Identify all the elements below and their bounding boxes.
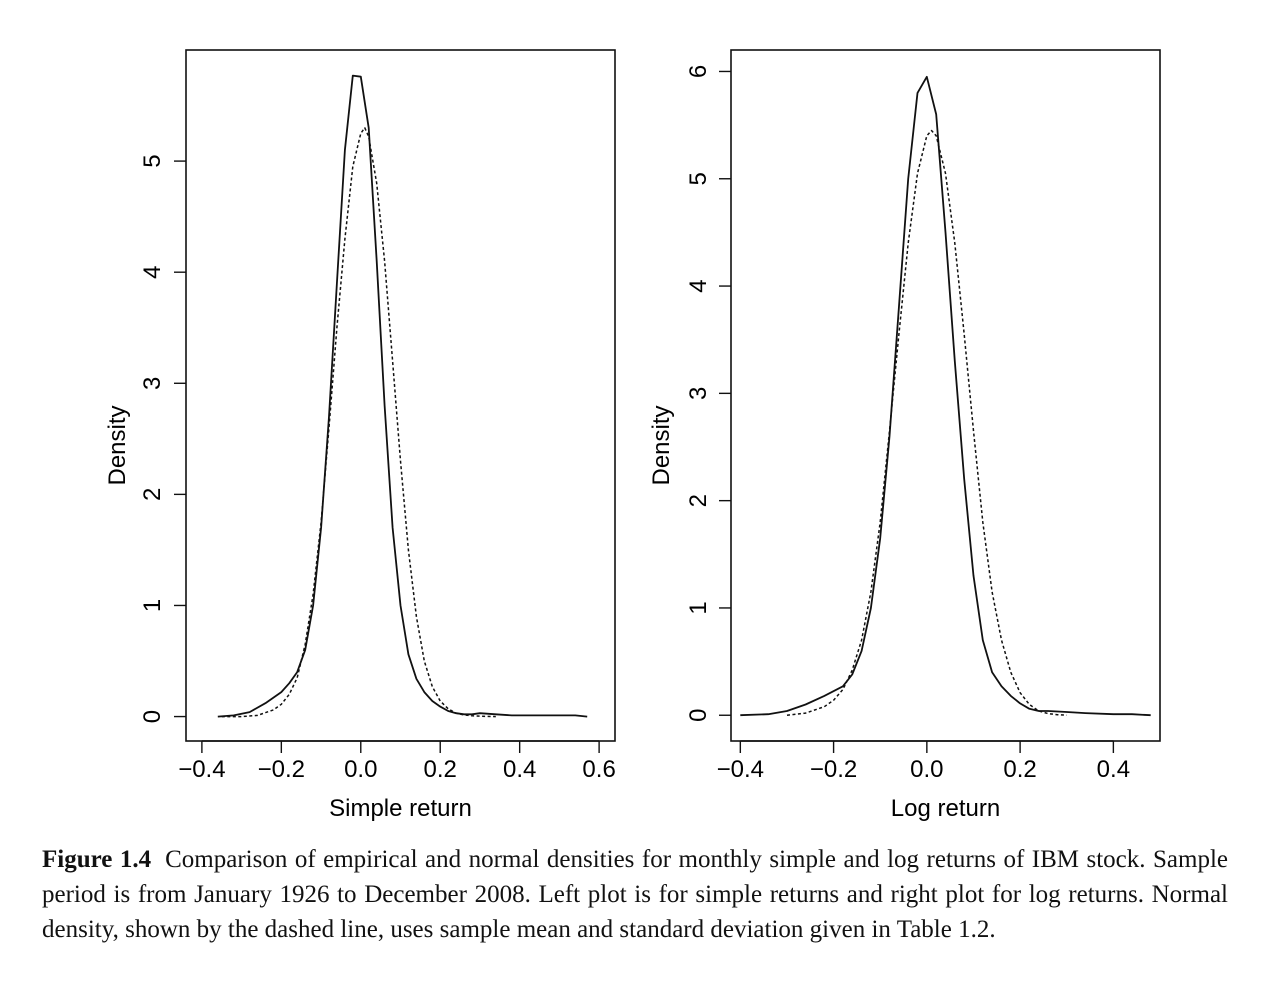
- left-x-axis-title: Simple return: [329, 795, 472, 822]
- right-x-tick-label: 0.2: [1003, 756, 1036, 783]
- right-y-tick-label: 5: [685, 172, 712, 185]
- left-x-tick-label: 0.2: [424, 756, 457, 783]
- left-plot-frame: [185, 49, 616, 742]
- left-y-tick-label: 5: [139, 154, 166, 167]
- left-x-tick-label: −0.2: [258, 756, 305, 783]
- left-y-tick-label: 4: [139, 266, 166, 279]
- right-y-tick-label: 6: [685, 65, 712, 78]
- right-y-tick-label: 0: [685, 709, 712, 722]
- right-panel: −0.4 −0.2 0.0 0.2 0.4 0 1 2 3 4 5 6 Log return Densit…: [648, 49, 1161, 822]
- left-normal-density-line: [221, 127, 496, 718]
- right-x-axis-title: Log return: [891, 795, 1000, 822]
- right-normal-density-line: [786, 129, 1067, 716]
- figure-svg: −0.4 −0.2 0.0 0.2 0.4 0.6 0 1 2 3 4 5 Simple return D…: [104, 49, 1161, 822]
- right-x-tick-label: 0.0: [910, 756, 943, 783]
- right-x-tick-label: −0.4: [717, 756, 764, 783]
- right-x-tick-label: −0.2: [810, 756, 857, 783]
- figure: −0.4 −0.2 0.0 0.2 0.4 0.6 0 1 2 3 4 5 Simple return D…: [104, 49, 1161, 822]
- left-y-axis-title: Density: [104, 405, 131, 485]
- figure-caption: Figure 1.4 Comparison of empirical and no…: [42, 842, 1228, 947]
- right-plot-frame: [730, 49, 1161, 742]
- left-y-tick-label: 1: [139, 599, 166, 612]
- right-y-tick-label: 3: [685, 387, 712, 400]
- right-x-tick-label: 0.4: [1097, 756, 1130, 783]
- left-empirical-density-line: [217, 74, 588, 718]
- right-y-tick-label: 1: [685, 601, 712, 614]
- right-y-axis-title: Density: [648, 405, 675, 485]
- figure-caption-label: Figure 1.4: [42, 846, 152, 873]
- left-x-tick-label: 0.0: [344, 756, 377, 783]
- left-x-tick-label: 0.4: [503, 756, 536, 783]
- figure-caption-text: Comparison of empirical and normal densi…: [42, 846, 1228, 943]
- left-y-tick-label: 2: [139, 488, 166, 501]
- left-x-tick-label: 0.6: [582, 756, 615, 783]
- left-panel: −0.4 −0.2 0.0 0.2 0.4 0.6 0 1 2 3 4 5 Simple return D…: [104, 49, 616, 822]
- left-x-tick-label: −0.4: [178, 756, 225, 783]
- left-y-tick-label: 0: [139, 710, 166, 723]
- left-y-tick-label: 3: [139, 377, 166, 390]
- right-y-tick-label: 4: [685, 279, 712, 292]
- right-y-tick-label: 2: [685, 494, 712, 507]
